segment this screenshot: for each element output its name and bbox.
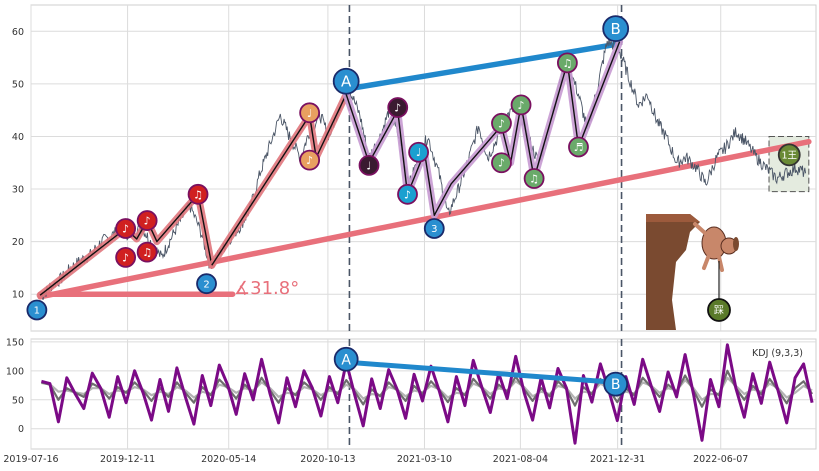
note-marker-text: ♬ [574,141,584,154]
x-tick-labels: 2019-07-16 2019-12-11 2020-05-14 2020-10-13… [3,454,748,465]
note-marker-text: ♪ [404,188,411,201]
price-y-tick-label: 10 [12,290,24,301]
price-point-labels: A B 1 2 3 [26,15,630,321]
note-marker-text: ♫ [529,172,539,185]
price-panel: 10 20 30 40 50 60 A B 1 2 3 ♪ ♪ ♪ ♫ ♫ ♩ ♪ ♩ ♪ ♪ ♩ ♪ ♪ ♪ ♫ ♫ ♬ 1王踩… [12,4,817,332]
kdj-trendline-line [343,359,619,385]
kdj-y-tick-label: 150 [6,337,24,348]
note-marker-circle [187,183,209,205]
price-y-tick-label: 40 [12,132,24,143]
kdj-y-tick-labels: 0 50 100 150 [6,337,24,435]
note-marker-circle [568,136,589,158]
kdj-point-label-circle [333,346,359,372]
price-trendlines [37,41,812,300]
note-marker-circle [556,52,578,74]
note-marker-circle [408,141,430,163]
note-marker-circle [397,183,418,205]
x-tick-label: 2019-07-16 [3,454,58,465]
price-point-label-circle [332,67,360,95]
price-y-tick-label: 50 [12,79,24,90]
kdj-point-labels: AB [333,346,629,397]
wave-red-core-line [211,94,347,266]
sticker-badge-2-circle [707,298,731,322]
note-marker-circle [115,246,137,268]
x-tick-label: 2022-06-07 [693,454,748,465]
note-marker-circle [491,152,512,174]
price-point-label-circle [423,218,445,239]
note-marker-circle [299,149,321,171]
kdj-y-tick-label: 50 [12,395,24,406]
sticker-badge-2-text: 踩 [714,305,724,317]
note-marker-text: ♪ [122,251,129,264]
kdj-series [41,343,814,445]
angle-label: ∡31.8° [234,278,299,299]
sticker-badge-1-text: 1王 [781,150,797,161]
resistance-trendline [343,41,619,92]
wave-purple-core-line [345,41,621,217]
x-tick-label: 2021-08-04 [493,454,548,465]
note-marker-circle [136,241,158,263]
sticker-badge-1-circle [777,143,801,167]
note-marker-text: ♩ [366,159,371,172]
note-marker-text: ♫ [142,246,152,259]
kdj-y-tick-label: 0 [18,424,24,435]
support-trendline [37,138,812,300]
note-marker-circle [136,210,158,231]
note-marker-text: ♪ [394,101,401,114]
note-marker-circle [491,112,512,134]
price-y-tick-label: 20 [12,237,24,248]
note-marker-circle [115,218,137,239]
note-marker-text: ♪ [122,222,129,235]
kdj-point-label-text: B [611,377,621,393]
x-tick-label: 2020-05-14 [201,454,256,465]
x-tick-label: 2019-12-11 [100,454,155,465]
price-y-tick-label: 60 [12,27,24,38]
kdj-point-label-text: A [341,352,351,368]
note-marker-circle [387,97,409,118]
x-tick-label: 2020-10-13 [300,454,355,465]
note-marker-text: ♫ [562,57,572,70]
note-marker-text: ♪ [498,117,505,130]
kdj-y-tick-label: 100 [6,366,24,377]
note-marker-text: ♪ [498,157,505,170]
price-point-label-text: B [611,20,621,38]
price-point-label-circle [602,15,630,43]
note-marker-text: ♪ [518,99,525,112]
price-point-label-text: 2 [203,279,209,290]
note-marker-text: ♪ [144,215,151,228]
note-marker-circle [510,94,532,116]
price-point-label-circle [26,299,48,321]
x-tick-label: 2021-03-10 [397,454,452,465]
sticker-cliff [646,214,700,330]
note-marker-text: ♪ [306,154,313,167]
note-marker-circle [358,154,380,176]
price-point-label-text: 3 [431,224,437,235]
dog-icon [693,222,739,300]
note-marker-circle [299,102,321,124]
x-tick-label: 2021-12-31 [590,454,645,465]
cartoon-sticker [646,214,739,330]
price-y-tick-labels: 10 20 30 40 50 60 [12,27,24,301]
sticker-cliff-top [646,214,700,222]
kdj-J-line [41,343,814,445]
price-y-tick-label: 30 [12,185,24,196]
price-point-label-text: 1 [34,306,40,317]
note-marker-text: ♫ [193,188,203,201]
price-point-label-circle [196,273,217,295]
sticker-badges: 1王踩 [707,143,801,322]
note-marker-text: ♩ [416,146,421,159]
kdj-point-label-circle [603,371,629,397]
price-point-label-text: A [341,73,352,91]
kdj-legend: KDJ (9,3,3) [752,348,803,359]
kdj-trendline [343,359,619,385]
note-marker-circle [523,168,545,189]
note-marker-text: ♩ [307,107,312,120]
note-markers: ♪ ♪ ♪ ♫ ♫ ♩ ♪ ♩ ♪ ♪ ♩ ♪ ♪ ♪ ♫ ♫ ♬ [115,52,589,268]
